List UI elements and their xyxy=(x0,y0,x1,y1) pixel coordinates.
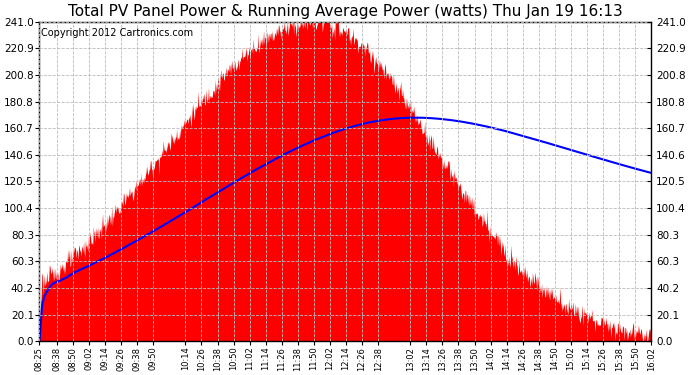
Title: Total PV Panel Power & Running Average Power (watts) Thu Jan 19 16:13: Total PV Panel Power & Running Average P… xyxy=(68,4,622,19)
Text: Copyright 2012 Cartronics.com: Copyright 2012 Cartronics.com xyxy=(41,28,193,38)
